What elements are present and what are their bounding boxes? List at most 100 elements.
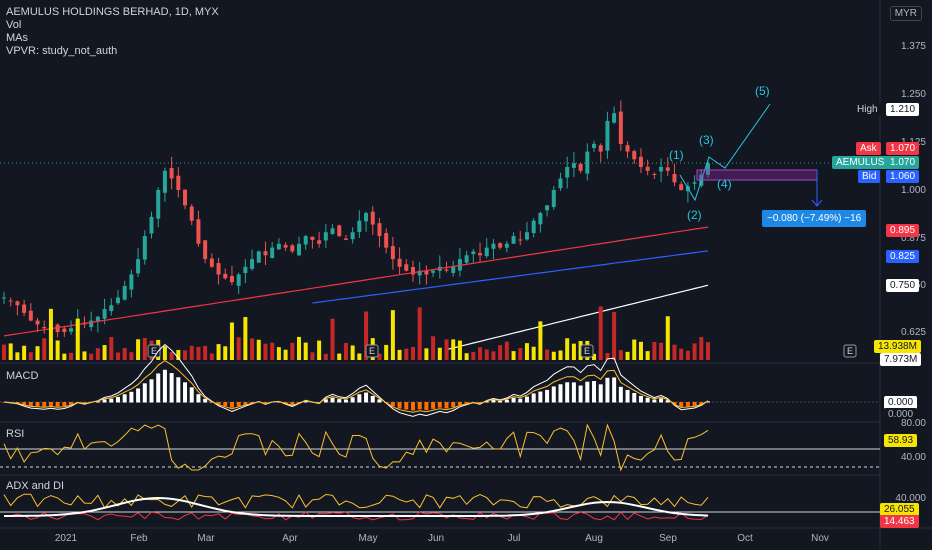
candle-body	[659, 166, 664, 172]
volume-bar	[444, 339, 449, 360]
candle-body	[256, 251, 261, 263]
candle-body	[665, 167, 670, 171]
candle-body	[102, 309, 107, 319]
volume-bar	[625, 351, 630, 360]
macd-histogram-bar	[478, 402, 483, 404]
macd-histogram-bar	[457, 402, 462, 406]
volume-bar	[142, 337, 147, 360]
macd-histogram-bar	[565, 382, 570, 403]
candle-body	[625, 145, 630, 152]
candle-body	[176, 175, 181, 190]
macd-histogram-bar	[243, 402, 248, 405]
macd-histogram-bar	[229, 402, 234, 408]
macd-histogram-bar	[531, 393, 536, 403]
macd-histogram-bar	[645, 397, 650, 403]
ma-white-line	[446, 284, 709, 351]
volume-bar	[551, 351, 556, 360]
macd-histogram-bar	[558, 384, 563, 403]
volume-bar	[343, 343, 348, 360]
macd-histogram-bar	[404, 402, 409, 410]
macd-histogram-bar	[290, 402, 295, 406]
candle-body	[169, 168, 174, 179]
candle-body	[565, 166, 570, 178]
volume-bar	[162, 346, 167, 360]
indicator-vol[interactable]: Vol	[6, 19, 22, 31]
macd-histogram-bar	[162, 369, 167, 403]
macd-histogram-bar	[524, 396, 529, 403]
earnings-marker-label: E	[584, 346, 590, 356]
candle-body	[679, 184, 684, 190]
macd-histogram-bar	[679, 402, 684, 407]
volume-bar	[115, 352, 120, 360]
ma-red-value: 0.895	[886, 224, 920, 237]
x-tick: Jun	[427, 533, 445, 544]
candle-body	[592, 143, 597, 149]
x-tick: Nov	[811, 533, 829, 544]
adx-value: 26.055	[880, 503, 919, 516]
wave-label: (1)	[669, 148, 684, 162]
volume-bar	[357, 353, 362, 360]
candle-body	[692, 182, 697, 184]
currency-button[interactable]: MYR	[889, 6, 922, 21]
candle-body	[558, 178, 563, 189]
volume-bar	[390, 310, 395, 360]
volume-bar	[189, 345, 194, 360]
volume-bar	[323, 353, 328, 360]
macd-histogram-bar	[203, 398, 208, 403]
indicator-vpvr[interactable]: VPVR: study_not_auth	[6, 45, 118, 57]
candle-body	[370, 211, 375, 225]
macd-histogram-bar	[189, 387, 194, 403]
x-tick: Feb	[130, 533, 148, 544]
adx-label[interactable]: ADX and DI	[6, 480, 65, 492]
candle-body	[149, 216, 154, 234]
indicator-mas[interactable]: MAs	[6, 32, 28, 44]
candle-body	[95, 316, 100, 322]
macd-histogram-bar	[518, 398, 523, 403]
volume-bar	[15, 352, 20, 360]
candle-body	[115, 297, 120, 304]
macd-histogram-bar	[55, 402, 60, 407]
macd-histogram-bar	[122, 394, 127, 403]
rsi-label[interactable]: RSI	[6, 428, 25, 440]
macd-histogram-bar	[511, 397, 516, 403]
macd-histogram-bar	[618, 386, 623, 403]
candle-body	[317, 240, 322, 244]
volume-bar	[612, 312, 617, 360]
volume-bar	[437, 347, 442, 360]
x-tick: May	[358, 533, 378, 544]
macd-histogram-bar	[659, 398, 664, 403]
macd-histogram-bar	[598, 384, 603, 403]
volume-bar	[484, 349, 489, 360]
candle-body	[377, 223, 382, 237]
volume-bar	[545, 349, 550, 360]
ma-white-value: 0.750	[886, 279, 920, 292]
measure-label[interactable]: −0.080 (−7.49%) −16	[762, 210, 867, 227]
macd-histogram-bar	[250, 402, 255, 404]
candle-body	[223, 273, 228, 279]
candle-body	[424, 270, 429, 275]
candle-body	[323, 232, 328, 241]
candle-body	[531, 220, 536, 233]
earnings-marker-label: E	[369, 346, 375, 356]
macd-histogram-bar	[699, 402, 704, 405]
candle-body	[330, 228, 335, 235]
candle-body	[156, 190, 161, 219]
macd-histogram-bar	[431, 402, 436, 409]
macd-histogram-bar	[592, 381, 597, 403]
candle-body	[250, 259, 255, 269]
volume-bar	[431, 336, 436, 360]
volume-bar	[250, 338, 255, 360]
x-tick: 2021	[54, 533, 78, 544]
candle-body	[35, 320, 40, 325]
candle-body	[672, 173, 677, 183]
candle-body	[357, 220, 362, 232]
macd-label[interactable]: MACD	[6, 370, 39, 382]
volume-bar	[377, 353, 382, 360]
volume-bar	[283, 349, 288, 360]
candle-body	[2, 297, 6, 299]
candle-body	[189, 206, 194, 221]
price-tick: 0.875	[900, 233, 926, 244]
macd-histogram-bar	[263, 402, 268, 404]
candle-body	[524, 232, 529, 240]
